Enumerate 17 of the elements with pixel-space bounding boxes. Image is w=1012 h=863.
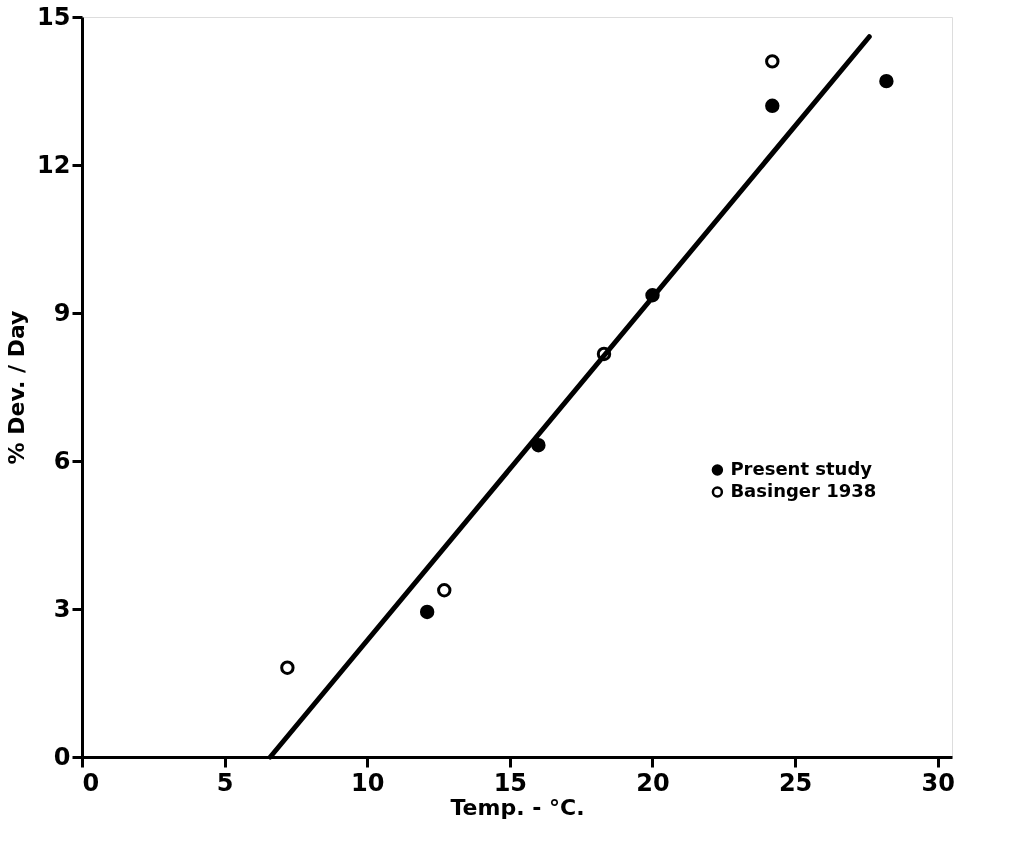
y-tick-label: 9 — [53, 298, 71, 327]
x-axis-title: Temp. - °C. — [450, 794, 585, 820]
x-tick-label: 15 — [493, 768, 528, 797]
x-tick-label: 30 — [921, 768, 955, 797]
y-tick-label: 3 — [53, 594, 71, 623]
legend-label: Basinger 1938 — [730, 480, 877, 501]
legend-label: Present study — [730, 458, 873, 479]
y-tick-label: 0 — [53, 742, 71, 771]
x-tick-label: 5 — [216, 768, 234, 797]
x-tick-label: 10 — [351, 768, 385, 797]
y-axis-title: % Dev. / Day — [4, 310, 30, 465]
x-tick-label: 0 — [82, 768, 100, 797]
x-tick-label: 25 — [778, 768, 813, 797]
y-tick-label: 12 — [37, 150, 71, 179]
y-tick-label: 6 — [53, 446, 71, 475]
x-tick-label: 20 — [636, 768, 670, 797]
y-tick-label: 15 — [37, 2, 71, 31]
